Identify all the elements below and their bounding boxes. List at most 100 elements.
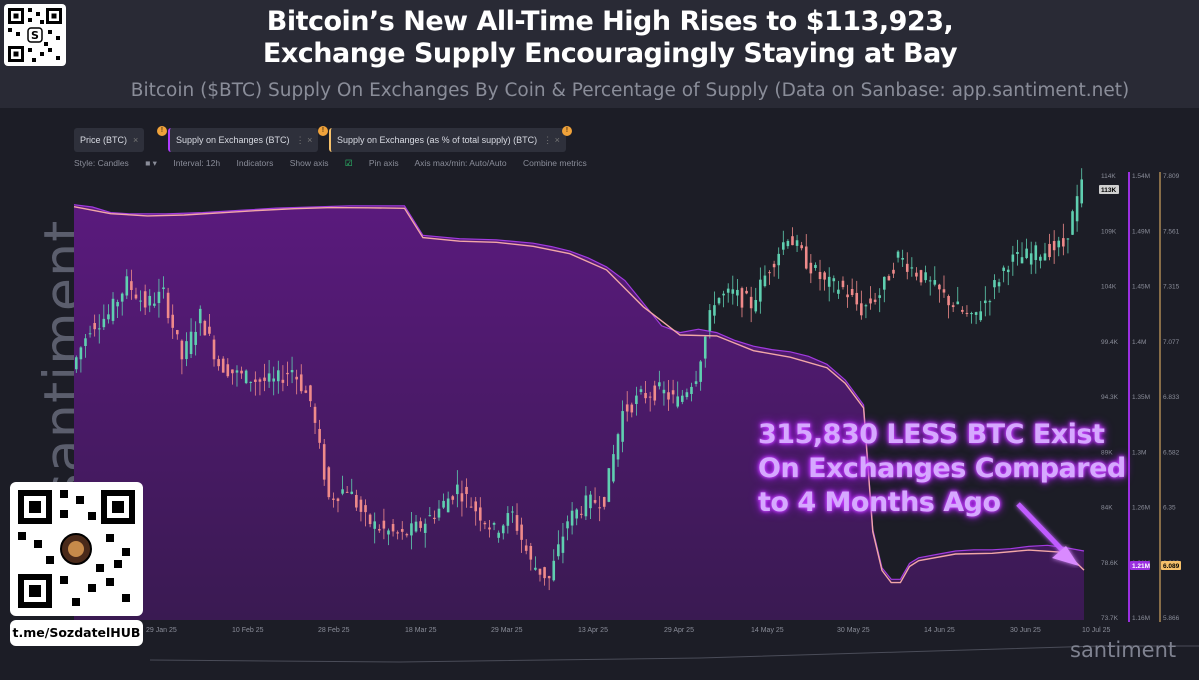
x-tick-label: 14 May 25 [751, 627, 784, 634]
candle-body [1057, 240, 1061, 248]
price-candle [602, 496, 606, 510]
candle-body [846, 294, 849, 298]
candle-body [584, 495, 588, 517]
price-candle [745, 286, 748, 295]
price-candle [612, 444, 615, 484]
axis-highlight-box [1099, 185, 1119, 194]
candle-body [258, 379, 262, 382]
candle-body [685, 392, 689, 398]
price-candle [1025, 238, 1028, 260]
price-candle [772, 260, 776, 277]
axis-minmax-selector[interactable]: Axis max/min: Auto/Auto [414, 158, 507, 168]
price-candle [910, 257, 914, 277]
candle-body [680, 395, 684, 402]
price-candle [451, 494, 455, 505]
candle-body [598, 507, 601, 509]
candle-body [621, 411, 624, 442]
metric-tag-price[interactable]: Price (BTC) × [74, 128, 145, 152]
price-candle [387, 528, 390, 546]
candle-body [814, 264, 817, 268]
price-candle [74, 355, 78, 373]
price-candle [1062, 223, 1065, 256]
candle-body [575, 509, 579, 519]
price-candle [896, 250, 900, 263]
interval-selector[interactable]: Interval: 12h [173, 158, 221, 168]
candle-body [855, 292, 859, 305]
candle-body [217, 359, 220, 367]
candle-body [653, 385, 657, 401]
price-candle [79, 346, 83, 373]
candle-body [231, 369, 234, 374]
price-candle [763, 265, 767, 288]
price-candle [653, 380, 657, 406]
price-candle [905, 252, 909, 280]
price-candle [120, 292, 124, 316]
show-axis-toggle[interactable]: Show axis [289, 158, 329, 168]
price-candle [478, 497, 482, 532]
price-candle [901, 249, 904, 267]
candle-body [130, 281, 133, 291]
price-candle [731, 275, 735, 305]
price-candle [593, 487, 597, 505]
candle-body [304, 390, 308, 393]
price-candle [180, 339, 184, 375]
candle-body [924, 272, 927, 281]
axis-tick-label: 5.866 [1163, 615, 1180, 622]
candle-body [740, 288, 744, 308]
price-candle [382, 508, 386, 540]
checkbox-icon[interactable]: ☑ [344, 158, 353, 168]
price-candle [221, 356, 225, 373]
price-candle [524, 539, 528, 555]
price-candle [506, 506, 510, 534]
price-candle [88, 325, 92, 338]
axis-tick-label: 1.4M [1132, 339, 1146, 346]
close-icon[interactable]: ⋮ × [295, 135, 313, 145]
price-candle [295, 369, 298, 395]
close-icon[interactable]: ⋮ × [543, 135, 560, 145]
indicators-selector[interactable]: Indicators [236, 158, 274, 168]
axis-highlight-box [1161, 561, 1181, 570]
price-candle [924, 265, 927, 283]
x-tick-label: 29 Mar 25 [491, 627, 523, 634]
candle-body [988, 301, 992, 303]
price-candle [942, 275, 946, 298]
candle-body [593, 500, 597, 503]
price-candle [717, 297, 721, 306]
pin-axis-toggle[interactable]: Pin axis [368, 158, 399, 168]
overview-line [149, 645, 1199, 663]
candle-body [488, 527, 491, 530]
style-selector[interactable]: Style: Candles [74, 158, 129, 168]
price-candle [84, 334, 87, 358]
color-square-icon[interactable]: ■ ▾ [145, 158, 157, 168]
candle-body [341, 489, 344, 494]
price-candle [1034, 241, 1038, 274]
price-candle [575, 508, 579, 526]
metric-tag-supply-percent[interactable]: Supply on Exchanges (as % of total suppl… [329, 128, 566, 152]
price-candle [809, 254, 813, 284]
metric-tag-supply[interactable]: Supply on Exchanges (BTC) ⋮ × [168, 128, 319, 152]
close-icon[interactable]: × [133, 135, 139, 145]
candle-body [107, 314, 110, 320]
candle-body [290, 370, 294, 373]
candle-body [84, 338, 87, 346]
candle-body [171, 314, 175, 328]
candle-body [726, 288, 730, 293]
candle-body [942, 289, 946, 293]
price-candle [951, 302, 955, 313]
telegram-handle[interactable]: t.me/SozdatelHUB [10, 620, 143, 646]
axis-tick-label: 1.35M [1132, 394, 1150, 401]
candle-body [419, 521, 422, 528]
candle-body [244, 370, 248, 384]
price-candle [290, 356, 294, 384]
price-candle [1057, 236, 1061, 257]
combine-metrics-button[interactable]: Combine metrics [523, 158, 587, 168]
candle-body [961, 309, 964, 312]
candle-body [547, 576, 551, 579]
annotation-line: 315,830 LESS BTC Exist [758, 419, 1105, 450]
candle-body [299, 374, 303, 392]
candle-body [240, 370, 243, 374]
candle-body [120, 293, 124, 302]
price-candle [616, 432, 620, 467]
x-tick-label: 30 Jun 25 [1010, 627, 1041, 634]
